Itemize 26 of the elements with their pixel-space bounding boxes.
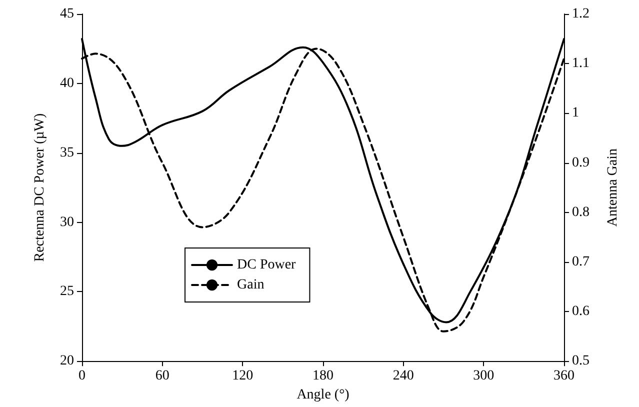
y2-tick-label: 0.6 [572,304,590,320]
y2-tick-label: 0.9 [572,155,590,170]
x-tick-label: 60 [155,368,170,384]
x-tick-label: 180 [312,368,334,384]
legend-label: DC Power [237,258,296,272]
y-tick-label: 35 [60,145,74,160]
y-axis-title: Rectenna DC Power (µW) [32,113,48,262]
x-tick-label: 0 [78,368,86,384]
y2-tick-label: 1.2 [572,6,590,22]
legend-label: Gain [237,278,264,292]
x-axis-title: Angle (°) [296,388,350,402]
y2-axis-title: Antenna Gain [606,148,620,227]
x-tick-label: 120 [232,368,254,384]
y2-tick-label: 0.5 [572,354,590,369]
y-tick-label: 30 [60,214,74,230]
x-tick-label: 300 [473,368,494,384]
x-tick-label: 360 [554,368,574,384]
x-tick-label: 240 [392,368,414,384]
y-tick-label: 45 [60,6,74,22]
y-tick-label: 40 [60,76,74,91]
y2-tick-label: 0.8 [572,204,590,220]
y2-tick-label: 1 [572,106,579,121]
y2-tick-label: 1.1 [572,56,590,72]
y-tick-label: 25 [60,284,74,300]
y-tick-label: 20 [60,354,74,369]
y2-tick-label: 0.7 [572,254,590,270]
